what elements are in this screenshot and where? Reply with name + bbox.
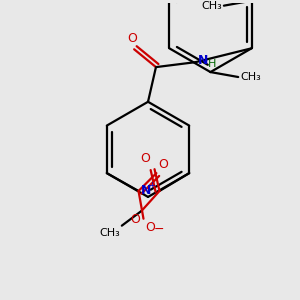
Text: N: N [140,184,151,197]
Text: +: + [148,181,155,190]
Text: CH₃: CH₃ [99,228,120,238]
Text: O: O [130,213,140,226]
Text: O: O [141,152,151,165]
Text: O: O [127,32,137,45]
Text: CH₃: CH₃ [201,1,222,11]
Text: −: − [153,223,164,236]
Text: N: N [198,54,208,67]
Text: H: H [208,59,216,69]
Text: O: O [158,158,168,171]
Text: O: O [146,221,155,234]
Text: CH₃: CH₃ [240,72,261,82]
